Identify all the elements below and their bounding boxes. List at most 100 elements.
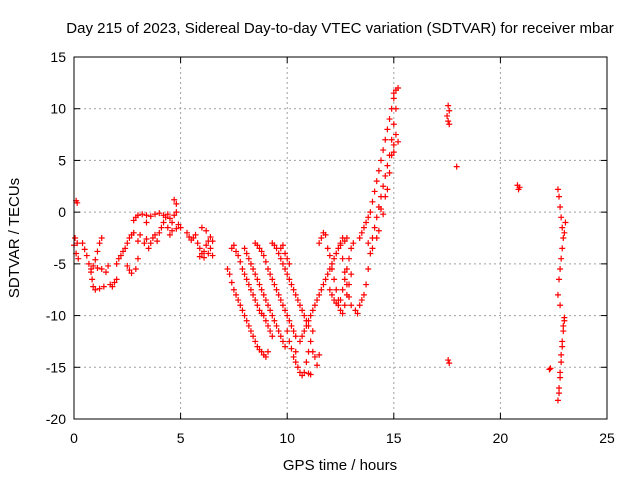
data-point <box>453 163 460 170</box>
data-point <box>94 264 101 271</box>
data-point <box>275 250 282 257</box>
data-point <box>339 310 346 317</box>
data-point <box>324 271 331 278</box>
data-point <box>554 291 561 298</box>
data-point <box>352 307 359 314</box>
data-point <box>380 147 387 154</box>
data-point <box>292 333 299 340</box>
data-point <box>299 372 306 379</box>
data-point <box>335 302 342 309</box>
data-point <box>120 248 127 255</box>
data-point <box>134 212 141 219</box>
data-point <box>260 252 267 259</box>
data-point <box>292 348 299 355</box>
data-point <box>228 279 235 286</box>
data-point <box>126 267 133 274</box>
data-point <box>322 231 329 238</box>
data-point <box>384 126 391 133</box>
data-point <box>561 229 568 236</box>
data-point <box>516 184 523 191</box>
data-point <box>265 266 272 273</box>
data-point <box>375 227 382 234</box>
data-point <box>559 245 566 252</box>
data-point <box>260 291 267 298</box>
data-point <box>445 118 452 125</box>
data-point <box>194 240 201 247</box>
data-point <box>152 231 159 238</box>
data-point <box>303 359 310 366</box>
data-point <box>373 178 380 185</box>
data-point <box>369 245 376 252</box>
data-point <box>245 255 252 262</box>
data-point <box>301 328 308 335</box>
data-point <box>250 291 257 298</box>
data-point <box>284 328 291 335</box>
data-point <box>360 224 367 231</box>
data-point <box>382 172 389 179</box>
data-point <box>356 302 363 309</box>
data-point <box>331 255 338 262</box>
data-point <box>132 266 139 273</box>
data-point <box>158 224 165 231</box>
data-point <box>380 183 387 190</box>
data-point <box>256 281 263 288</box>
data-point <box>203 227 210 234</box>
data-point <box>378 206 385 213</box>
data-point <box>89 276 96 283</box>
data-point <box>331 276 338 283</box>
data-point <box>337 297 344 304</box>
data-point <box>378 157 385 164</box>
data-point <box>105 262 112 269</box>
data-point <box>258 286 265 293</box>
data-point <box>324 245 331 252</box>
data-point <box>72 235 79 241</box>
data-point <box>260 312 267 319</box>
data-point <box>284 255 291 262</box>
data-point <box>301 369 308 376</box>
data-point <box>160 219 167 226</box>
data-points <box>71 85 569 404</box>
data-point <box>395 85 402 92</box>
data-point <box>286 276 293 283</box>
data-point <box>154 238 161 245</box>
data-point <box>446 121 453 128</box>
data-point <box>143 236 150 243</box>
data-point <box>316 291 323 298</box>
data-point <box>562 219 569 226</box>
data-point <box>560 322 567 329</box>
data-point <box>186 233 193 240</box>
data-point <box>205 250 212 257</box>
data-point <box>380 211 387 218</box>
data-point <box>556 390 563 397</box>
data-point <box>230 242 237 249</box>
data-point <box>384 162 391 169</box>
data-point <box>239 307 246 314</box>
data-point <box>254 302 261 309</box>
data-point <box>556 384 563 391</box>
data-point <box>294 297 301 304</box>
data-point <box>124 262 131 269</box>
data-point <box>559 343 566 350</box>
data-point <box>331 297 338 304</box>
y-tick-label: 10 <box>50 101 66 117</box>
data-point <box>256 307 263 314</box>
data-point <box>111 279 118 286</box>
x-tick-label: 5 <box>177 430 185 446</box>
data-point <box>241 271 248 278</box>
data-point <box>390 141 397 148</box>
plot-frame <box>73 56 608 420</box>
x-tick-label: 15 <box>386 430 402 446</box>
data-point <box>354 310 361 317</box>
data-point <box>326 286 333 293</box>
data-point <box>282 343 289 350</box>
data-point <box>267 307 274 314</box>
data-point <box>183 229 190 236</box>
data-point <box>339 255 346 262</box>
data-point <box>243 250 250 257</box>
data-point <box>92 286 99 293</box>
data-point <box>126 235 133 241</box>
data-point <box>145 245 152 252</box>
data-point <box>269 276 276 283</box>
data-point <box>265 348 272 355</box>
data-point <box>262 317 269 324</box>
